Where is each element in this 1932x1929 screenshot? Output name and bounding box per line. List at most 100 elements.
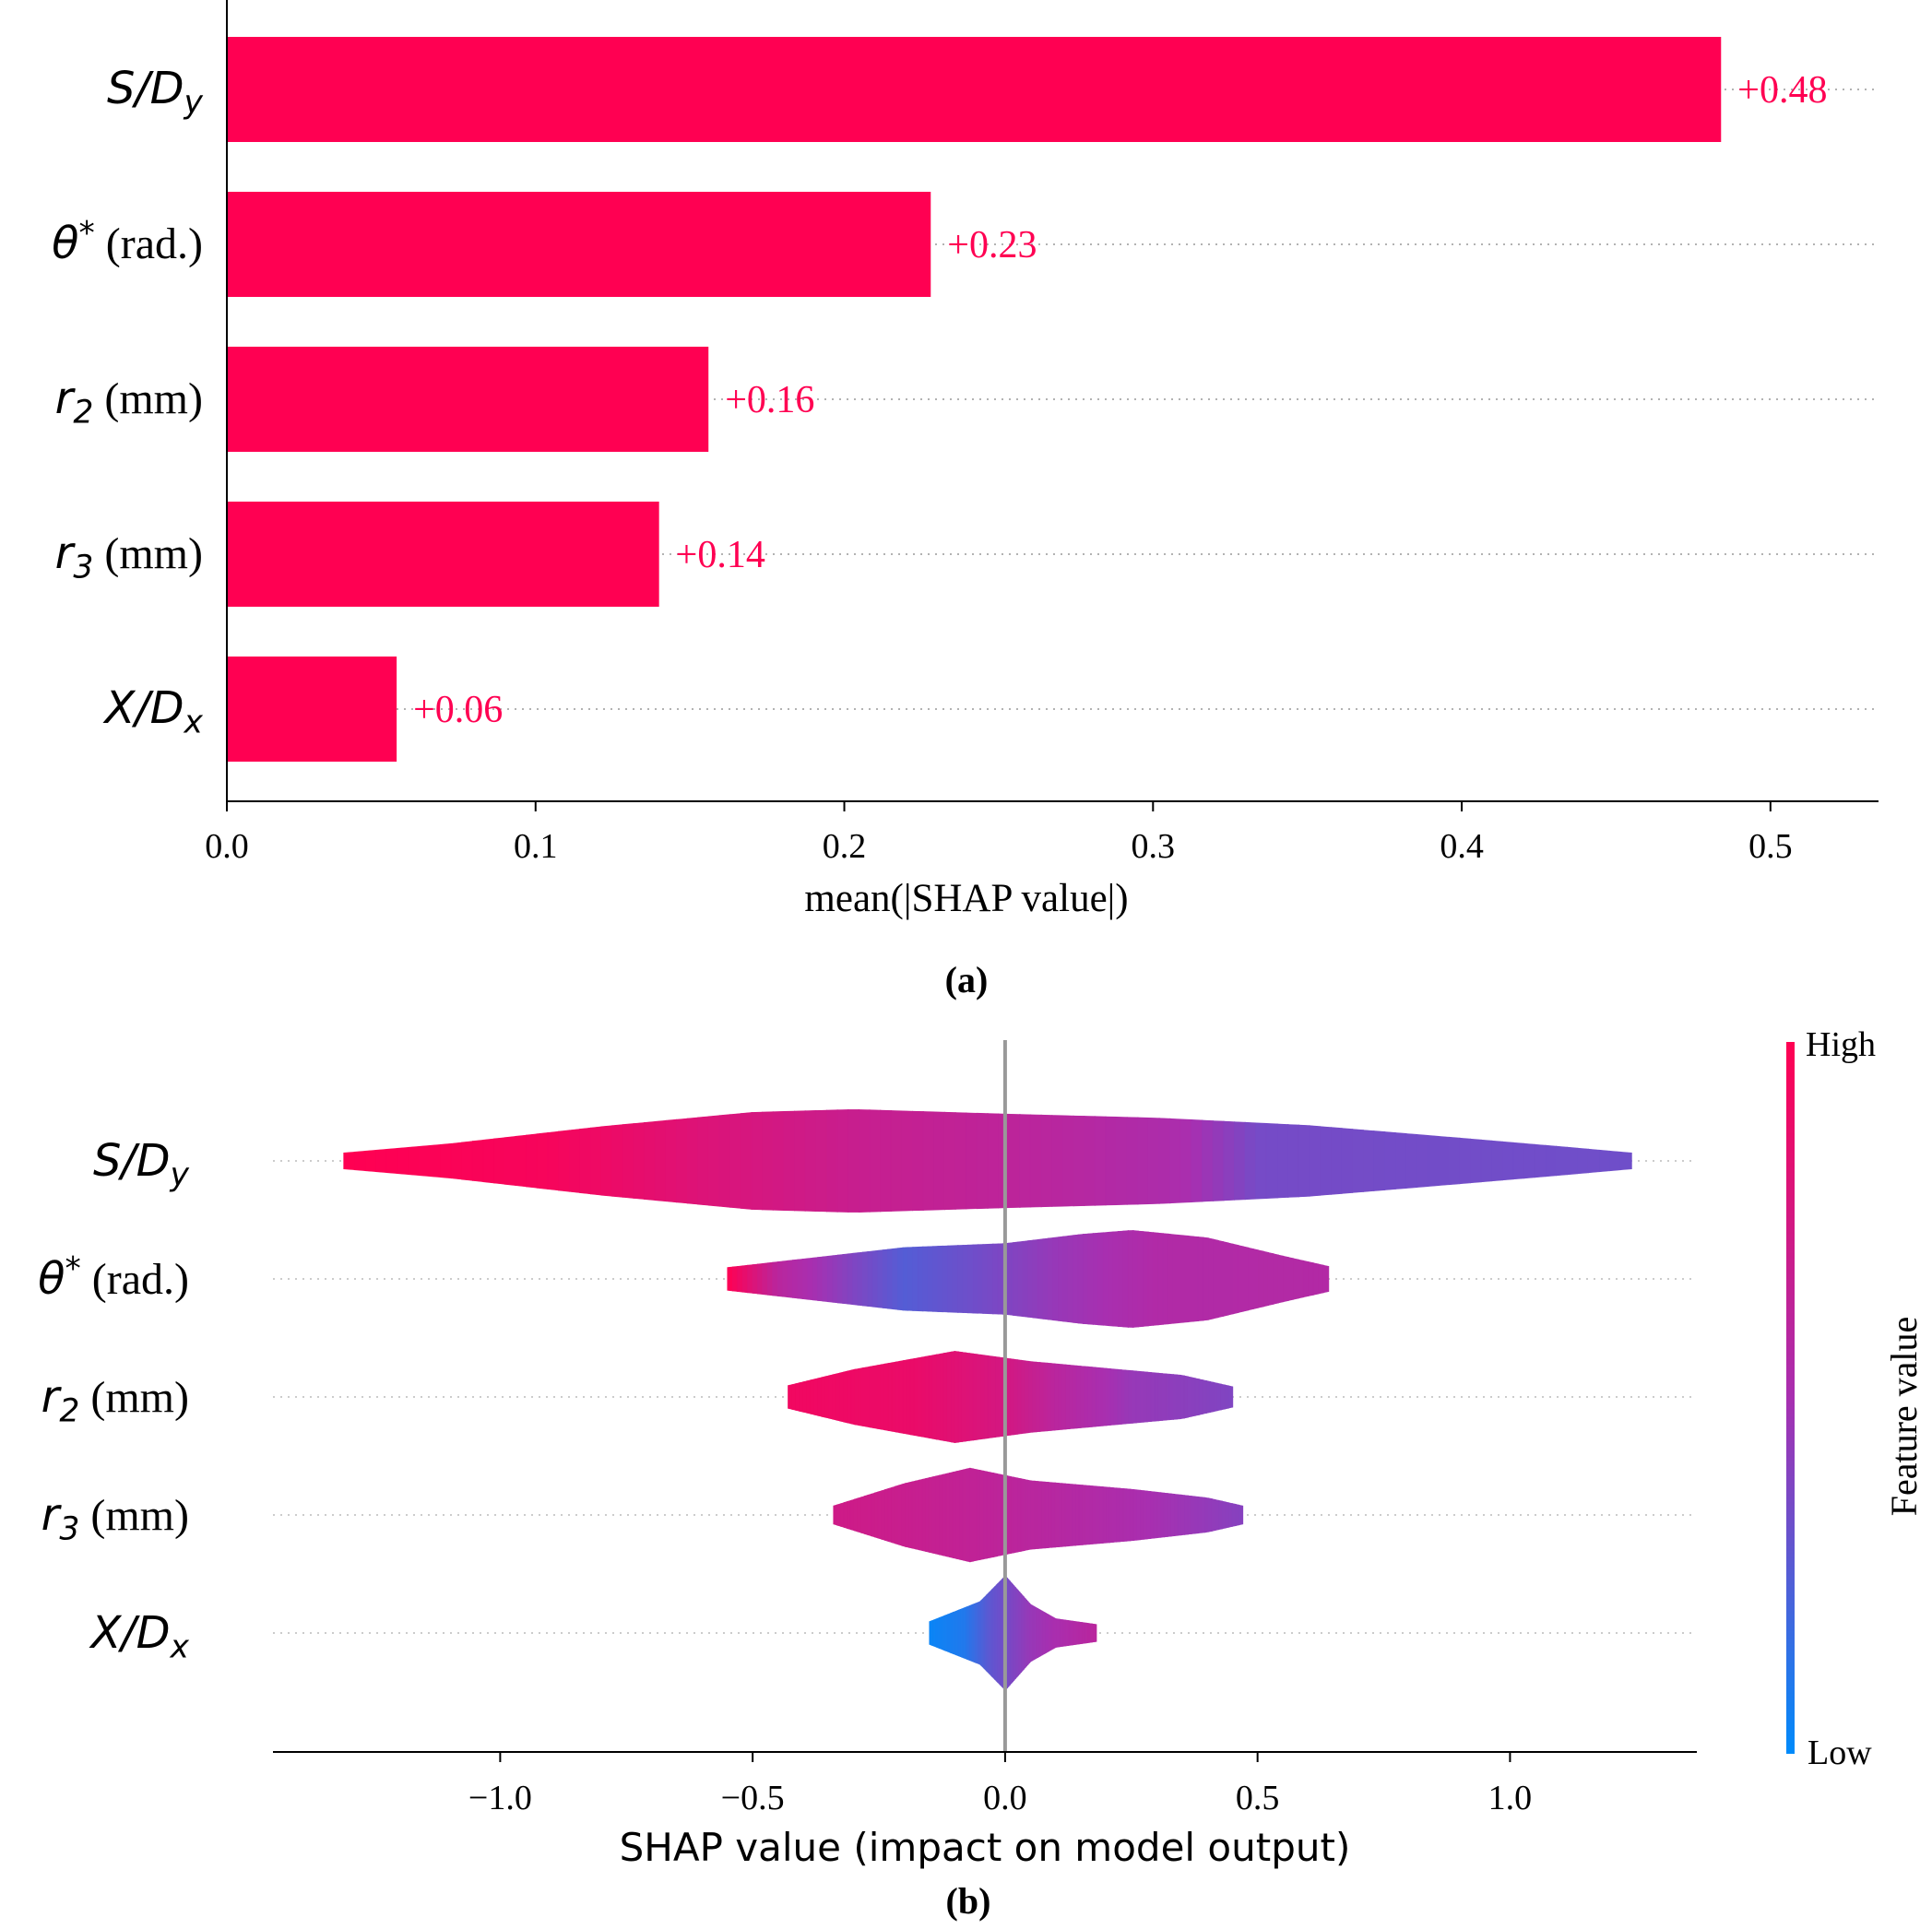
b-violin-slice: [812, 1257, 819, 1301]
b-violin: [788, 1351, 1234, 1443]
b-violin-slice: [1244, 1121, 1257, 1201]
b-feature-label: X/Dx: [89, 1607, 190, 1666]
b-violin-slice: [461, 1141, 474, 1181]
b-violin-slice: [611, 1124, 624, 1198]
a-feature-label: S/Dy: [107, 63, 204, 122]
b-violin-slice: [450, 1142, 463, 1180]
b-violin-slice: [686, 1117, 699, 1205]
b-violin-slice: [418, 1144, 431, 1178]
b-violin-slice: [776, 1260, 784, 1297]
b-violin-slice: [1037, 1238, 1044, 1320]
b-violin-slice: [815, 1109, 828, 1213]
a-value-labels: +0.48 +0.23 +0.16 +0.14 +0.06: [413, 69, 1827, 731]
b-violin-slice: [1051, 1115, 1064, 1207]
b-feature-label: θ* (rad.): [38, 1251, 189, 1305]
b-feature-label-symbol: X/D: [89, 1607, 171, 1659]
b-feature-labels: S/Dyθ* (rad.)r2 (mm)r3 (mm)X/Dx: [38, 1135, 189, 1666]
b-violin-slice: [1470, 1138, 1482, 1184]
b-violin-slice: [1309, 1125, 1322, 1197]
b-violin-slice: [842, 1253, 848, 1305]
a-axes: [226, 0, 1879, 802]
b-violin-slice: [962, 1244, 969, 1314]
b-x-tick-label: −0.5: [721, 1779, 785, 1817]
b-violin-slice: [977, 1244, 984, 1314]
b-violin-slice: [1238, 1245, 1244, 1313]
b-x-tick-label: 0.5: [1236, 1779, 1280, 1817]
b-violin-slice: [1032, 1238, 1039, 1320]
a-feature-label: r2 (mm): [55, 373, 203, 432]
b-violin-slice: [943, 1111, 956, 1211]
b-violin-slice: [966, 1112, 978, 1210]
b-violin-slice: [1127, 1230, 1134, 1328]
b-violin-slice: [1222, 1241, 1229, 1317]
b-violin-slice: [385, 1147, 398, 1175]
b-x-tick-label: −1.0: [468, 1779, 532, 1817]
b-violin-slice: [1178, 1234, 1184, 1324]
b-violin-slice: [982, 1243, 990, 1315]
b-violin-slice: [927, 1246, 934, 1312]
b-violin-slice: [1137, 1117, 1150, 1205]
b-feature-label: r3 (mm): [41, 1489, 189, 1548]
b-violin-slice: [493, 1137, 506, 1185]
b-violin-slice: [911, 1110, 924, 1212]
b-violin-slice: [907, 1247, 914, 1311]
b-violin-slice: [1132, 1230, 1139, 1328]
b-violin-slice: [558, 1130, 570, 1192]
b-violin-slice: [1362, 1130, 1375, 1192]
b-violin-slice: [782, 1260, 788, 1298]
b-violin-slice: [890, 1110, 903, 1212]
colorbar-gradient: [1786, 1042, 1795, 1754]
b-violin-slice: [1609, 1150, 1622, 1172]
b-violin-slice: [1102, 1231, 1109, 1327]
a-bar: [227, 502, 659, 607]
b-violin-slice: [727, 1266, 734, 1292]
b-violin-slice: [766, 1261, 774, 1296]
b-violin-slice: [622, 1123, 634, 1199]
b-violin: [727, 1230, 1330, 1328]
b-feature-label-symbol: r: [41, 1489, 63, 1541]
a-feature-label: X/Dx: [102, 682, 204, 741]
b-violin-slice: [364, 1149, 377, 1173]
b-feature-label-symbol: r: [41, 1371, 63, 1423]
b-violin-slice: [579, 1127, 592, 1195]
b-violin-slice: [1523, 1142, 1536, 1179]
b-violin-slice: [665, 1118, 678, 1203]
b-violin-slice: [644, 1120, 656, 1201]
b-violin-slice: [1252, 1249, 1260, 1309]
b-violin-slice: [804, 1110, 817, 1212]
b-violin-slice: [762, 1262, 769, 1296]
b-violin-slice: [1480, 1139, 1493, 1183]
a-value-label: +0.16: [725, 379, 814, 421]
a-value-label: +0.48: [1737, 69, 1827, 112]
b-feature-label-symbol: θ: [38, 1253, 65, 1305]
b-feature-label-symbol: S/D: [93, 1135, 171, 1187]
b-violin-slice: [1298, 1124, 1310, 1198]
b-violin-slice: [1202, 1119, 1214, 1202]
a-x-tick-label: 0.5: [1748, 827, 1793, 866]
b-violin-slice: [887, 1248, 894, 1310]
a-bar: [227, 347, 709, 452]
b-violin-slice: [1341, 1128, 1354, 1194]
a-x-tick-label: 0.1: [514, 827, 558, 866]
b-violin-slice: [1097, 1232, 1104, 1326]
b-violin-slice: [882, 1249, 889, 1309]
b-violin: [929, 1576, 1097, 1690]
b-violin-slice: [1619, 1151, 1632, 1171]
b-violin-slice: [877, 1249, 883, 1308]
b-violin-slice: [751, 1111, 764, 1211]
b-violin-slice: [1147, 1117, 1160, 1205]
b-violin-slice: [1203, 1237, 1209, 1321]
b-violin-slice: [1191, 1119, 1203, 1202]
b-violin-slice: [1105, 1116, 1118, 1206]
b-violin-slice: [987, 1243, 994, 1315]
a-bar: [227, 37, 1722, 142]
b-violin-slice: [1126, 1117, 1139, 1205]
b-violin-slice: [1019, 1114, 1032, 1208]
b-violin-slice: [857, 1251, 864, 1307]
b-violin-slice: [1213, 1238, 1219, 1320]
b-violin-slice: [1577, 1147, 1590, 1175]
b-violin-slice: [1094, 1116, 1107, 1206]
b-violin-slice: [1276, 1123, 1289, 1199]
b-violin-slice: [1169, 1118, 1182, 1204]
b-violin-slice: [1293, 1258, 1299, 1300]
